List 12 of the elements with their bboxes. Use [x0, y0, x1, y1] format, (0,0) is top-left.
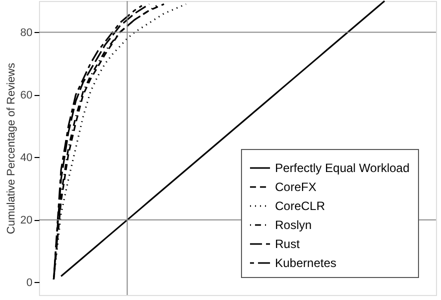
- y-tick-label: 40: [20, 152, 32, 164]
- y-tick-label: 80: [20, 26, 32, 39]
- y-tick-label: 60: [20, 89, 32, 102]
- legend-label: CoreFX: [275, 180, 316, 194]
- y-tick-label: 0: [26, 276, 32, 289]
- legend-label: Rust: [275, 237, 300, 251]
- legend-label: Perfectly Equal Workload: [275, 161, 410, 175]
- y-axis-title: Cumulative Percentage of Reviews: [5, 62, 18, 234]
- legend-label: Roslyn: [275, 218, 312, 232]
- legend-label: CoreCLR: [275, 199, 326, 213]
- y-tick-label: 20: [20, 214, 32, 226]
- legend-label: Kubernetes: [275, 256, 336, 270]
